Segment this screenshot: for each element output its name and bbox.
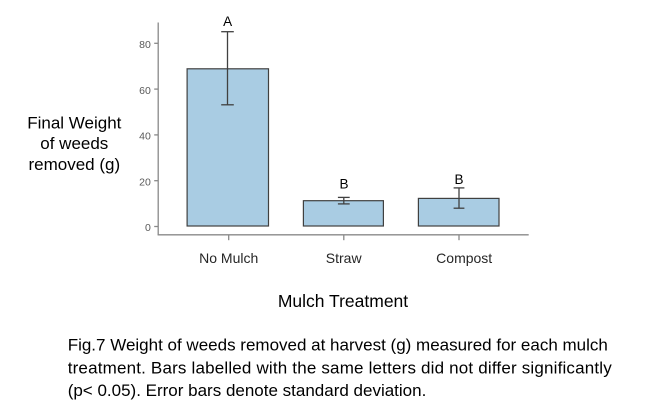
svg-text:(p< 0.05). Error bars denote s: (p< 0.05). Error bars denote standard de…	[68, 381, 427, 400]
svg-text:20: 20	[139, 176, 151, 188]
svg-text:B: B	[339, 177, 348, 192]
svg-text:A: A	[223, 14, 232, 29]
svg-text:Straw: Straw	[326, 250, 363, 266]
svg-text:B: B	[454, 172, 463, 187]
svg-text:0: 0	[145, 222, 151, 234]
svg-text:40: 40	[139, 131, 151, 143]
svg-text:treatment. Bars labelled with: treatment. Bars labelled with the same l…	[68, 358, 613, 377]
svg-text:Fig.7 Weight of weeds removed: Fig.7 Weight of weeds removed at harvest…	[68, 336, 608, 355]
svg-text:No Mulch: No Mulch	[199, 250, 258, 266]
svg-text:80: 80	[139, 39, 151, 51]
svg-text:removed (g): removed (g)	[28, 155, 120, 174]
svg-text:Mulch Treatment: Mulch Treatment	[278, 291, 408, 311]
svg-text:60: 60	[139, 85, 151, 97]
svg-text:Final Weight: Final Weight	[27, 113, 121, 132]
svg-text:of weeds: of weeds	[40, 134, 108, 153]
svg-text:Compost: Compost	[436, 250, 492, 266]
